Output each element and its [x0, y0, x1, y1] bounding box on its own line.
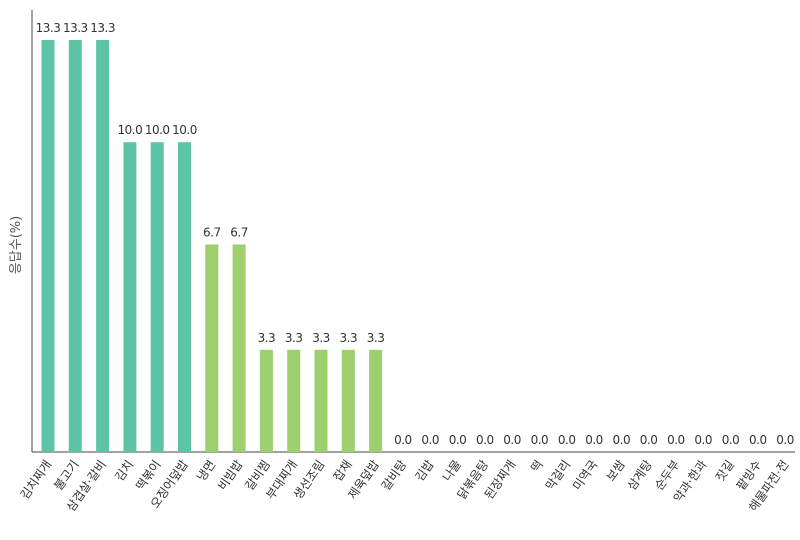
x-tick-label-26: 잣길 [713, 458, 737, 484]
value-label-2: 13.3 [63, 21, 88, 35]
value-label-1: 13.3 [36, 21, 61, 35]
bar-7 [205, 244, 219, 452]
value-label-25: 0.0 [694, 433, 712, 447]
x-tick-label-14: 갈비탕 [379, 458, 409, 493]
value-label-22: 0.0 [613, 433, 631, 447]
value-label-6: 10.0 [172, 123, 197, 137]
bar-8 [232, 244, 246, 452]
value-label-5: 10.0 [145, 123, 170, 137]
value-label-23: 0.0 [640, 433, 658, 447]
value-label-16: 0.0 [449, 433, 467, 447]
bar-6 [178, 142, 191, 452]
value-label-8: 6.7 [230, 226, 248, 240]
value-label-20: 0.0 [558, 433, 576, 447]
bar-5 [150, 142, 164, 452]
x-tick-label-23: 삼계탕 [625, 458, 655, 493]
value-label-12: 3.3 [340, 331, 358, 345]
value-label-7: 6.7 [203, 226, 221, 240]
bar-4 [123, 142, 137, 452]
value-label-11: 3.3 [312, 331, 330, 345]
value-label-26: 0.0 [722, 433, 740, 447]
x-tick-label-1: 김치찌개 [18, 458, 55, 502]
bar-11 [314, 349, 328, 452]
value-label-15: 0.0 [421, 433, 439, 447]
bar-12 [341, 349, 355, 452]
value-label-14: 0.0 [394, 433, 412, 447]
bar-9 [259, 349, 273, 452]
x-tick-label-20: 막걸리 [543, 458, 573, 493]
value-label-9: 3.3 [258, 331, 276, 345]
value-label-24: 0.0 [667, 433, 685, 447]
bar-13 [369, 349, 383, 452]
bar-3 [96, 40, 110, 452]
value-label-21: 0.0 [585, 433, 603, 447]
value-label-27: 0.0 [749, 433, 767, 447]
value-label-17: 0.0 [476, 433, 494, 447]
y-axis-label: 응답수(%) [9, 216, 24, 274]
x-tick-label-12: 잡채 [331, 458, 355, 484]
value-label-10: 3.3 [285, 331, 303, 345]
value-label-18: 0.0 [503, 433, 521, 447]
x-tick-label-16: 나물 [440, 458, 464, 484]
bar-10 [287, 349, 301, 452]
value-label-13: 3.3 [367, 331, 385, 345]
bar-2 [68, 40, 82, 452]
x-tick-label-19: 떡 [528, 458, 546, 475]
value-label-3: 13.3 [90, 21, 115, 35]
x-tick-label-22: 보쌈 [604, 458, 628, 484]
x-tick-label-21: 미역국 [570, 458, 600, 493]
value-label-28: 0.0 [776, 433, 794, 447]
value-label-4: 10.0 [118, 123, 143, 137]
x-tick-label-8: 비빔밥 [215, 458, 245, 493]
x-tick-label-15: 김밥 [413, 458, 437, 484]
x-tick-label-7: 냉면 [194, 458, 218, 484]
value-label-19: 0.0 [531, 433, 549, 447]
x-tick-label-4: 김치 [112, 458, 136, 484]
bar-1 [41, 40, 55, 452]
